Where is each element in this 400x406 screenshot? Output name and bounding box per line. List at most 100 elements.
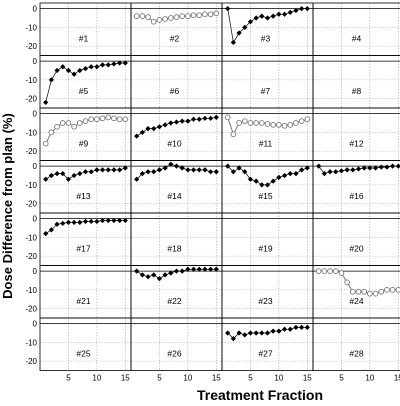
data-point	[179, 118, 185, 124]
panel-27: #27	[221, 317, 314, 371]
data-point	[202, 266, 208, 272]
data-point	[276, 122, 282, 128]
data-point	[82, 118, 89, 124]
data-point	[156, 17, 163, 23]
data-point	[105, 167, 111, 173]
panel-26: #26	[130, 317, 223, 371]
data-point	[99, 217, 106, 224]
data-point	[173, 119, 180, 125]
data-point	[145, 169, 151, 175]
data-point	[202, 11, 208, 18]
data-point	[133, 13, 140, 19]
data-point	[122, 217, 128, 224]
x-tick-label: 5	[248, 374, 253, 383]
panel-18: #18	[130, 212, 223, 266]
data-point	[213, 266, 219, 272]
data-point	[190, 266, 197, 272]
data-point	[134, 176, 140, 182]
data-point	[213, 114, 219, 120]
panel-9: #9	[39, 107, 132, 161]
data-point	[230, 131, 237, 138]
data-point	[276, 11, 282, 17]
data-point	[378, 164, 384, 170]
panel-frame	[312, 212, 400, 266]
data-point	[264, 121, 271, 127]
data-point	[372, 290, 379, 297]
data-point	[384, 164, 390, 170]
y-tick-label: -20	[25, 200, 37, 209]
data-point	[151, 126, 157, 132]
y-tick-label: -10	[25, 128, 37, 137]
data-point	[71, 123, 77, 130]
data-point	[105, 217, 111, 224]
data-point	[139, 13, 146, 19]
panel-16: #16	[312, 160, 400, 214]
data-point	[77, 67, 83, 74]
data-point	[179, 13, 186, 19]
data-point	[77, 219, 83, 225]
data-point	[94, 64, 100, 70]
panels-layer: #1 #2 #3 #4 #5 #6 #7 #8 #9 #10 #11 #12 #13 #14 #15 #16 #…	[39, 2, 400, 371]
data-point	[43, 99, 49, 105]
data-point	[270, 13, 276, 19]
y-tick-label: 0	[33, 162, 38, 171]
data-point	[111, 115, 117, 122]
data-point	[168, 120, 174, 126]
data-point	[367, 165, 373, 171]
data-point	[253, 178, 259, 184]
data-point	[196, 266, 202, 272]
data-point	[281, 11, 288, 17]
data-point	[208, 115, 214, 121]
data-point	[241, 118, 248, 124]
data-point	[122, 116, 129, 123]
y-tick-label: -10	[25, 286, 37, 295]
panel-frame	[221, 2, 314, 56]
y-tick-label: -20	[25, 95, 37, 104]
panel-label: #6	[170, 86, 180, 96]
data-point	[332, 268, 339, 274]
data-point	[299, 324, 305, 330]
data-point	[202, 167, 208, 173]
data-point	[281, 326, 288, 332]
panel-label: #20	[349, 243, 363, 253]
data-point	[162, 165, 168, 171]
panel-2: #2	[130, 2, 223, 56]
data-point	[321, 268, 328, 274]
panel-frame	[312, 317, 400, 371]
x-axis-title: Treatment Fraction	[197, 387, 323, 403]
panel-label: #7	[261, 86, 271, 96]
data-point	[48, 129, 55, 136]
data-point	[316, 163, 322, 169]
panel-1: #1	[39, 2, 132, 56]
panel-label: #24	[349, 296, 363, 306]
data-point	[390, 163, 396, 169]
data-point	[88, 64, 94, 70]
data-point	[173, 14, 180, 20]
x-tick-label: 15	[212, 374, 221, 383]
data-point	[281, 122, 288, 129]
data-point	[65, 120, 72, 126]
data-point	[338, 270, 345, 276]
panel-label: #9	[79, 138, 89, 148]
y-tick-label: 0	[33, 320, 38, 329]
y-tick-label: 0	[33, 215, 38, 224]
data-point	[156, 276, 163, 282]
data-point	[111, 167, 117, 173]
panel-6: #6	[130, 55, 223, 109]
panel-24: #24	[312, 265, 400, 319]
data-point	[167, 15, 174, 21]
data-point	[361, 165, 367, 171]
data-point	[122, 60, 128, 66]
data-point	[59, 120, 66, 126]
panel-frame	[221, 317, 314, 371]
panel-label: #27	[258, 348, 272, 358]
x-tick-label: 10	[92, 374, 101, 383]
data-point	[71, 172, 77, 179]
panel-21: #21	[39, 265, 132, 319]
data-point	[145, 14, 151, 20]
data-point	[208, 169, 214, 175]
data-point	[185, 118, 191, 124]
data-point	[259, 330, 265, 336]
data-point	[54, 67, 60, 74]
data-point	[224, 114, 231, 121]
